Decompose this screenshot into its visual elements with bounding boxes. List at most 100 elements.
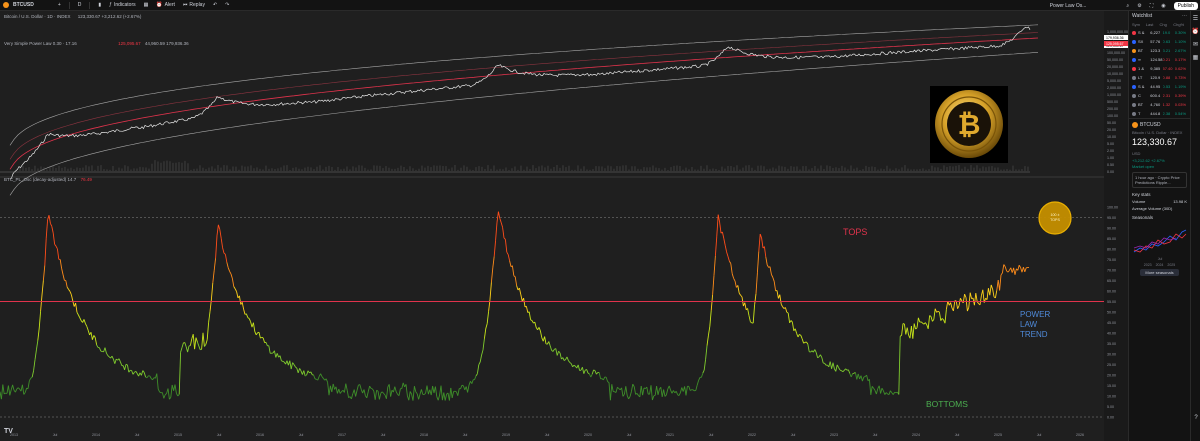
oscillator-segment[interactable] <box>992 288 995 297</box>
oscillator-segment[interactable] <box>303 370 306 377</box>
oscillator-segment[interactable] <box>479 354 483 363</box>
oscillator-segment[interactable] <box>265 342 268 347</box>
oscillator-segment[interactable] <box>611 384 614 392</box>
oscillator-segment[interactable] <box>79 317 82 321</box>
oscillator-segment[interactable] <box>48 215 51 224</box>
oscillator-segment[interactable] <box>460 385 463 389</box>
oscillator-segment[interactable] <box>395 391 399 395</box>
oscillator-segment[interactable] <box>633 386 637 395</box>
oscillator-segment[interactable] <box>180 347 183 353</box>
oscillator-segment[interactable] <box>495 222 498 241</box>
oscillator-pane[interactable] <box>0 177 1128 441</box>
help-icon[interactable]: ? <box>1194 415 1198 421</box>
oscillator-segment[interactable] <box>205 339 208 345</box>
oscillator-segment[interactable] <box>369 385 372 389</box>
oscillator-segment[interactable] <box>925 322 928 326</box>
oscillator-segment[interactable] <box>281 360 283 362</box>
oscillator-segment[interactable] <box>629 391 632 397</box>
oscillator-segment[interactable] <box>976 301 979 304</box>
oscillator-segment[interactable] <box>192 334 196 350</box>
oscillator-segment[interactable] <box>617 386 620 389</box>
oscillator-segment[interactable] <box>279 355 282 361</box>
oscillator-segment[interactable] <box>730 263 733 274</box>
oscillator-segment[interactable] <box>615 387 618 393</box>
oscillator-segment[interactable] <box>664 394 667 397</box>
oscillator-segment[interactable] <box>328 385 331 396</box>
bar-style-icon[interactable]: ▮ <box>98 2 102 8</box>
oscillator-segment[interactable] <box>586 369 589 374</box>
fullscreen-icon[interactable]: ⛶ <box>1149 2 1154 9</box>
oscillator-segment[interactable] <box>860 375 863 382</box>
oscillator-segment[interactable] <box>135 371 138 374</box>
oscillator-segment[interactable] <box>3 392 6 395</box>
oscillator-segment[interactable] <box>448 387 452 401</box>
oscillator-segment[interactable] <box>401 382 404 389</box>
oscillator-segment[interactable] <box>91 335 95 340</box>
oscillator-segment[interactable] <box>59 259 63 269</box>
oscillator-segment[interactable] <box>93 335 96 338</box>
watchlist-row[interactable]: 1 & 9,385 57.40 0.62% <box>1129 64 1190 73</box>
oscillator-segment[interactable] <box>359 384 362 390</box>
oscillator-segment[interactable] <box>156 373 159 390</box>
oscillator-segment[interactable] <box>163 394 166 399</box>
oscillator-segment[interactable] <box>478 361 481 365</box>
oscillator-segment[interactable] <box>111 355 114 360</box>
oscillator-segment[interactable] <box>317 376 320 381</box>
oscillator-segment[interactable] <box>675 391 679 395</box>
oscillator-segment[interactable] <box>548 341 551 347</box>
camera-icon[interactable]: ◉ <box>1161 2 1166 9</box>
oscillator-segment[interactable] <box>719 222 722 234</box>
oscillator-segment[interactable] <box>906 327 910 336</box>
oscillator-segment[interactable] <box>462 385 466 391</box>
oscillator-segment[interactable] <box>321 376 324 379</box>
oscillator-segment[interactable] <box>765 256 768 265</box>
oscillator-segment[interactable] <box>996 280 999 291</box>
oscillator-segment[interactable] <box>451 391 455 398</box>
oscillator-segment[interactable] <box>370 387 373 390</box>
oscillator-segment[interactable] <box>770 274 774 278</box>
oscillator-segment[interactable] <box>960 298 963 301</box>
watchlist-row[interactable]: LT 120.9 0.88 0.73% <box>1129 73 1190 82</box>
oscillator-segment[interactable] <box>140 370 144 376</box>
oscillator-segment[interactable] <box>145 376 148 379</box>
oscillator-segment[interactable] <box>118 358 121 363</box>
oscillator-segment[interactable] <box>423 392 426 395</box>
oscillator-segment[interactable] <box>842 370 845 373</box>
oscillator-segment[interactable] <box>355 390 358 397</box>
oscillator-segment[interactable] <box>388 384 392 397</box>
oscillator-segment[interactable] <box>31 370 35 378</box>
oscillator-segment[interactable] <box>738 292 741 296</box>
oscillator-segment[interactable] <box>383 393 386 396</box>
oscillator-segment[interactable] <box>418 394 421 400</box>
oscillator-segment[interactable] <box>695 384 698 391</box>
oscillator-segment[interactable] <box>104 347 107 354</box>
oscillator-segment[interactable] <box>854 372 858 380</box>
oscillator-segment[interactable] <box>622 394 625 397</box>
oscillator-segment[interactable] <box>938 311 942 321</box>
oscillator-segment[interactable] <box>261 336 264 339</box>
oscillator-segment[interactable] <box>454 390 457 393</box>
oscillator-segment[interactable] <box>568 360 571 363</box>
oscillator-segment[interactable] <box>292 362 295 365</box>
oscillator-segment[interactable] <box>461 384 464 387</box>
oscillator-segment[interactable] <box>605 377 609 382</box>
oscillator-segment[interactable] <box>665 388 669 395</box>
oscillator-segment[interactable] <box>875 388 879 395</box>
oscillator-segment[interactable] <box>243 309 246 315</box>
oscillator-segment[interactable] <box>892 392 895 395</box>
oscillator-segment[interactable] <box>75 303 78 313</box>
oscillator-segment[interactable] <box>748 315 751 322</box>
oscillator-segment[interactable] <box>314 378 317 380</box>
oscillator-segment[interactable] <box>83 319 86 324</box>
oscillator-segment[interactable] <box>689 389 692 391</box>
oscillator-segment[interactable] <box>731 273 735 279</box>
oscillator-segment[interactable] <box>206 322 210 340</box>
oscillator-segment[interactable] <box>713 255 716 276</box>
oscillator-segment[interactable] <box>559 352 562 360</box>
oscillator-segment[interactable] <box>733 278 736 282</box>
oscillator-segment[interactable] <box>96 344 99 348</box>
oscillator-segment[interactable] <box>917 317 921 323</box>
oscillator-segment[interactable] <box>426 385 429 395</box>
oscillator-segment[interactable] <box>966 307 970 312</box>
oscillator-segment[interactable] <box>44 238 47 266</box>
